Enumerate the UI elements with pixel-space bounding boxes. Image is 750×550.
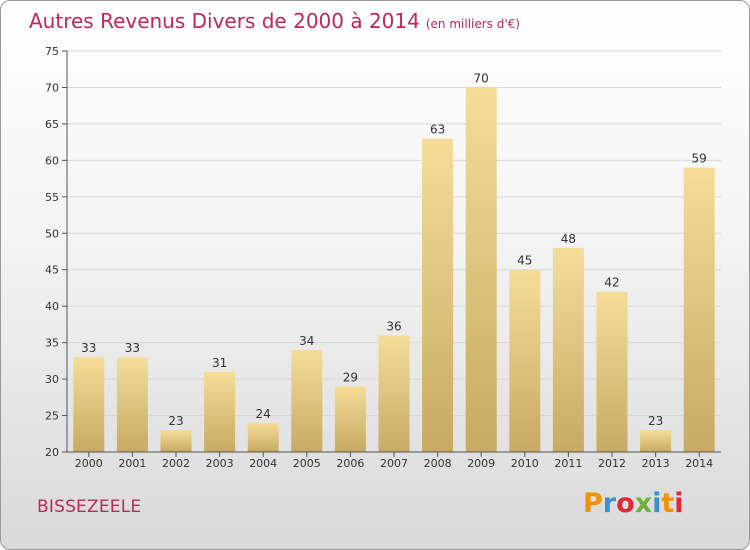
chart-title: Autres Revenus Divers de 2000 à 2014 (en … [29,9,520,33]
bar-value-label: 36 [386,319,401,333]
x-tick-label: 2002 [162,457,190,470]
logo-letter: P [583,488,603,519]
x-tick-label: 2003 [206,457,234,470]
bar [596,291,628,452]
bar [465,87,497,453]
bar-value-label: 23 [648,414,663,428]
logo-letter: i [674,488,684,519]
logo-letter: x [634,488,653,519]
town-name: BISSEZEELE [37,497,142,517]
x-tick-label: 2005 [293,457,321,470]
bar [291,349,323,452]
bar-value-label: 42 [604,276,619,290]
bars [73,87,715,453]
logo-letter: t [661,488,675,519]
bar [640,430,672,452]
bar [683,167,715,452]
chart-subtitle: (en milliers d'€) [425,17,520,31]
bar [378,335,410,452]
x-tick-label: 2006 [336,457,364,470]
y-tick-label: 50 [45,227,59,240]
bar [73,357,105,452]
x-tick-label: 2000 [75,457,103,470]
bar-value-label: 29 [343,370,358,384]
labels: 2000 33 2001 33 2002 23 2003 31 2004 24 2005 34 2006… [75,71,713,470]
bar [247,422,279,452]
logo-letter: i [652,488,662,519]
bar [204,371,236,452]
bar-value-label: 23 [168,414,183,428]
bar-value-label: 24 [256,407,271,421]
bar-value-label: 33 [125,341,140,355]
bar-value-label: 70 [474,71,489,85]
x-tick-label: 2009 [467,457,495,470]
y-tick-label: 20 [45,446,59,459]
x-tick-label: 2014 [685,457,713,470]
x-tick-label: 2004 [249,457,277,470]
x-tick-label: 2013 [642,457,670,470]
x-tick-label: 2008 [424,457,452,470]
y-tick-label: 25 [45,410,59,423]
y-tick-label: 70 [45,81,59,94]
y-tick-label: 65 [45,118,59,131]
bar [334,386,366,452]
x-tick-label: 2001 [118,457,146,470]
y-tick-label: 55 [45,191,59,204]
bar-value-label: 33 [81,341,96,355]
logo-letter: r [602,488,617,519]
axes: 20 25 30 35 40 45 50 55 60 65 70 75 [45,45,721,459]
bar [552,247,584,452]
bar [160,430,192,452]
x-tick-label: 2007 [380,457,408,470]
title-text: Autres Revenus Divers de 2000 à 2014 [29,9,420,33]
y-tick-label: 30 [45,373,59,386]
bar-value-label: 48 [561,232,576,246]
bar-value-label: 63 [430,122,445,136]
y-tick-label: 45 [45,264,59,277]
bar-value-label: 59 [692,152,707,166]
y-tick-label: 60 [45,154,59,167]
logo-letter: o [616,488,635,519]
y-tick-label: 75 [45,45,59,58]
x-tick-label: 2012 [598,457,626,470]
proxiti-logo: Proxiti [583,488,684,519]
bar-value-label: 34 [299,334,314,348]
bar-value-label: 31 [212,356,227,370]
y-tick-label: 35 [45,337,59,350]
bar [116,357,148,452]
y-tick-label: 40 [45,300,59,313]
x-tick-label: 2010 [511,457,539,470]
bar [509,269,541,452]
x-tick-label: 2011 [554,457,582,470]
bar-value-label: 45 [517,254,532,268]
bar [422,138,454,452]
